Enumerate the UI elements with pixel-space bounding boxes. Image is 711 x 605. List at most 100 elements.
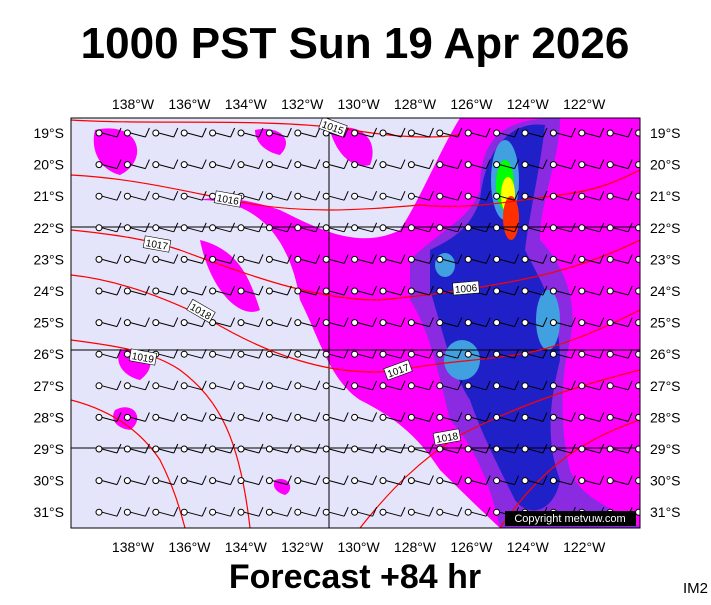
barb-flag [457,317,463,327]
barb-station [436,319,444,327]
barb-flag [286,159,292,169]
wind-barb [521,412,548,422]
barb-station [464,255,472,263]
wind-barb [464,222,491,233]
barb-station [464,413,472,421]
wind-barb [294,285,321,296]
barb-staff [527,480,544,486]
barb-staff [414,385,430,391]
barb-flag [315,285,321,296]
barb-flag [230,475,236,485]
barb-flag [428,159,434,169]
barb-station [436,445,444,453]
barb-flag [514,380,520,391]
barb-staff [101,164,118,170]
isobar-label-box [452,280,480,296]
barb-flag [230,222,236,233]
barb-staff [130,416,146,422]
barb-flag [144,380,150,391]
barb-station [407,350,415,358]
barb-flag [570,222,576,233]
lat-label-left: 20°S [33,157,64,173]
barb-flag [144,190,150,201]
wind-barb [351,412,378,422]
wind-barb [294,254,321,264]
wind-barb [606,317,633,328]
barb-staff [527,164,544,170]
barb-staff [442,322,458,328]
lon-label-top: 132°W [281,96,324,112]
wind-barb [265,222,292,233]
barb-staff [442,385,458,391]
barb-staff [414,511,430,517]
barb-staff [613,258,629,264]
barb-station [549,255,557,263]
barb-flag [258,285,264,296]
barb-flag [343,506,349,517]
barb-station [379,319,387,327]
barb-station [549,445,557,453]
barb-flag [570,159,576,169]
wind-barb [436,159,463,170]
wind-barb [464,443,491,454]
barb-station [180,192,188,200]
barb-flag [627,380,633,391]
wind-barb [635,287,640,295]
barb-staff [414,290,430,296]
barb-flag [173,190,179,201]
barb-flag [372,127,378,138]
wind-barb [464,475,491,486]
wind-barbs [95,127,640,517]
barb-staff [215,164,231,170]
lat-label-right: 28°S [650,409,681,425]
barb-station [265,224,273,232]
barb-flag [286,348,292,359]
wind-barb [606,222,633,233]
barb-staff [499,322,515,328]
barb-flag [372,317,378,327]
wind-barb [493,443,520,454]
wind-barb [578,412,605,422]
barb-station [379,255,387,263]
barb-station [152,477,160,485]
barb-staff [613,195,629,201]
barb-staff [243,132,260,138]
barb-flag [173,127,179,138]
barb-staff [471,448,487,454]
barb-flag [428,506,434,517]
barb-staff [130,227,146,233]
barb-staff [357,258,373,264]
barb-staff [272,385,288,391]
barb-station [549,477,557,485]
barb-flag [201,190,207,201]
map-frame [70,117,641,529]
wind-barb [209,317,236,328]
wind-barb [521,317,548,328]
barb-station [294,413,302,421]
copyright: Copyright metvuw.com [514,513,625,525]
wind-barb [152,254,179,264]
barb-flag [457,159,463,169]
barb-station [322,224,330,232]
wind-barb [436,380,463,391]
wind-barb [265,348,292,359]
barb-staff [187,480,203,486]
wind-barb [237,348,264,359]
wind-barb [493,190,520,201]
barb-flag [258,159,264,169]
barb-station [123,350,131,358]
barb-station [407,129,415,137]
barb-staff [556,353,572,359]
barb-staff [471,480,487,486]
barb-station [322,319,330,327]
barb-station [578,287,586,295]
barb-station [123,445,131,453]
barb-staff [385,164,402,170]
barb-station [521,350,529,358]
barb-station [237,129,245,137]
lon-label-bottom: 136°W [168,539,211,555]
barb-staff [499,290,515,296]
barb-staff [329,227,345,233]
wind-barb [578,159,605,170]
barb-staff [215,480,231,486]
